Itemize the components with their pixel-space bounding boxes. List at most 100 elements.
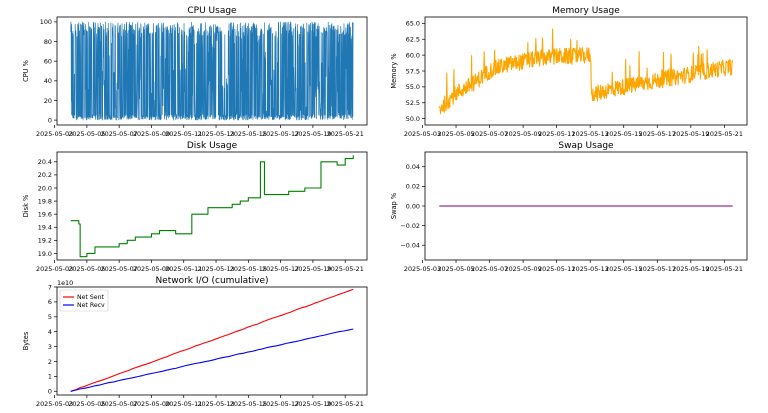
- x-tick-label: 2025-05-11: [538, 265, 575, 273]
- x-tick-label: 2025-05-21: [327, 400, 364, 408]
- y-offset-text: 1e10: [57, 279, 73, 287]
- y-tick-label: 20: [44, 97, 52, 105]
- x-tick-label: 2025-05-03: [36, 400, 73, 408]
- y-axis-label: Memory %: [390, 53, 398, 88]
- x-tick-label: 2025-05-03: [404, 130, 441, 138]
- y-tick-label: −0.04: [400, 242, 420, 250]
- axes-frame: [56, 286, 368, 396]
- x-tick-label: 2025-05-15: [230, 400, 267, 408]
- y-tick-label: 5: [48, 313, 52, 321]
- x-tick-label: 2025-05-17: [262, 265, 299, 273]
- plot-area: [438, 28, 733, 115]
- x-tick-label: 2025-05-19: [672, 265, 709, 273]
- x-tick-label: 2025-05-07: [471, 130, 508, 138]
- y-tick-label: 1: [48, 373, 52, 381]
- y-tick-label: 0: [48, 116, 52, 124]
- cpu-usage-chart: CPU Usage0204060801002025-05-032025-05-0…: [22, 6, 368, 138]
- x-tick-label: 2025-05-17: [639, 130, 676, 138]
- y-tick-label: 19.4: [38, 224, 52, 232]
- y-tick-label: 50.0: [406, 115, 420, 123]
- chart-title: Memory Usage: [552, 6, 620, 16]
- x-tick-label: 2025-05-13: [197, 265, 234, 273]
- x-tick-label: 2025-05-13: [197, 400, 234, 408]
- plot-area: [70, 21, 354, 121]
- x-tick-label: 2025-05-19: [294, 400, 331, 408]
- chart-title: Swap Usage: [558, 141, 614, 151]
- x-tick-label: 2025-05-09: [133, 400, 170, 408]
- y-tick-label: 20.2: [38, 171, 52, 179]
- y-tick-label: 3: [48, 343, 52, 351]
- x-tick-label: 2025-05-13: [572, 265, 609, 273]
- x-tick-label: 2025-05-11: [538, 130, 575, 138]
- x-tick-label: 2025-05-11: [165, 400, 202, 408]
- x-tick-label: 2025-05-21: [706, 265, 743, 273]
- x-tick-label: 2025-05-03: [404, 265, 441, 273]
- y-tick-label: 0.04: [406, 163, 420, 171]
- y-tick-label: 0: [48, 388, 52, 396]
- y-tick-label: 0.02: [406, 183, 420, 191]
- y-tick-label: 57.5: [406, 67, 420, 75]
- x-tick-label: 2025-05-05: [68, 265, 105, 273]
- legend-box: [59, 289, 109, 312]
- x-tick-label: 2025-05-21: [327, 130, 364, 138]
- series-line-0: [70, 288, 354, 392]
- y-tick-label: 52.5: [406, 99, 420, 107]
- x-tick-label: 2025-05-15: [605, 265, 642, 273]
- x-tick-label: 2025-05-07: [101, 130, 138, 138]
- y-tick-label: 6: [48, 298, 52, 306]
- y-tick-label: 19.0: [38, 250, 52, 258]
- y-tick-label: 20.4: [38, 158, 52, 166]
- y-tick-label: 19.2: [38, 237, 52, 245]
- x-tick-label: 2025-05-09: [133, 130, 170, 138]
- y-tick-label: 80: [44, 38, 52, 46]
- y-tick-label: 62.5: [406, 36, 420, 44]
- y-tick-label: 100: [40, 18, 52, 26]
- y-tick-label: 20.0: [38, 184, 52, 192]
- x-tick-label: 2025-05-11: [165, 265, 202, 273]
- x-tick-label: 2025-05-15: [230, 130, 267, 138]
- y-axis-label: Bytes: [22, 331, 30, 350]
- y-tick-label: 0.00: [406, 202, 420, 210]
- series-line-0: [70, 155, 354, 258]
- series-line-0: [438, 28, 733, 115]
- plot-area: [70, 288, 354, 392]
- x-tick-label: 2025-05-07: [471, 265, 508, 273]
- x-tick-label: 2025-05-21: [327, 265, 364, 273]
- x-tick-label: 2025-05-11: [165, 130, 202, 138]
- x-tick-label: 2025-05-05: [437, 265, 474, 273]
- x-tick-label: 2025-05-17: [262, 400, 299, 408]
- x-tick-label: 2025-05-19: [294, 265, 331, 273]
- x-tick-label: 2025-05-05: [437, 130, 474, 138]
- y-tick-label: 65.0: [406, 20, 420, 28]
- plot-area: [70, 155, 354, 258]
- series-line-1: [70, 328, 354, 392]
- x-tick-label: 2025-05-21: [706, 130, 743, 138]
- x-tick-label: 2025-05-13: [572, 130, 609, 138]
- y-axis-label: CPU %: [22, 60, 30, 82]
- y-axis-label: Swap %: [390, 193, 398, 219]
- y-tick-label: 60: [44, 57, 52, 65]
- x-tick-label: 2025-05-19: [672, 130, 709, 138]
- disk-usage-chart: Disk Usage 19.0 19.2 19.4 19.6 19.8 20.0 20.2 20…: [22, 141, 368, 273]
- network-io-chart: Network I/O (cumulative) 0 1 2 3 4 5 6 7 2025-05-…: [22, 276, 368, 408]
- legend-label-1: Net Recv: [77, 302, 105, 309]
- y-tick-label: 60.0: [406, 51, 420, 59]
- y-tick-label: 40: [44, 77, 52, 85]
- chart-title: Disk Usage: [187, 141, 238, 151]
- x-tick-label: 2025-05-07: [101, 400, 138, 408]
- chart-title: CPU Usage: [187, 6, 237, 16]
- x-tick-label: 2025-05-17: [262, 130, 299, 138]
- x-tick-label: 2025-05-15: [605, 130, 642, 138]
- legend-label-0: Net Sent: [77, 294, 104, 301]
- x-tick-label: 2025-05-05: [68, 130, 105, 138]
- y-tick-label: 19.8: [38, 197, 52, 205]
- chart-title: Network I/O (cumulative): [155, 276, 268, 286]
- series-line-0: [70, 21, 354, 121]
- x-tick-label: 2025-05-09: [505, 265, 542, 273]
- y-tick-label: 55.0: [406, 83, 420, 91]
- x-tick-label: 2025-05-15: [230, 265, 267, 273]
- x-tick-label: 2025-05-07: [101, 265, 138, 273]
- y-tick-label: −0.02: [400, 222, 420, 230]
